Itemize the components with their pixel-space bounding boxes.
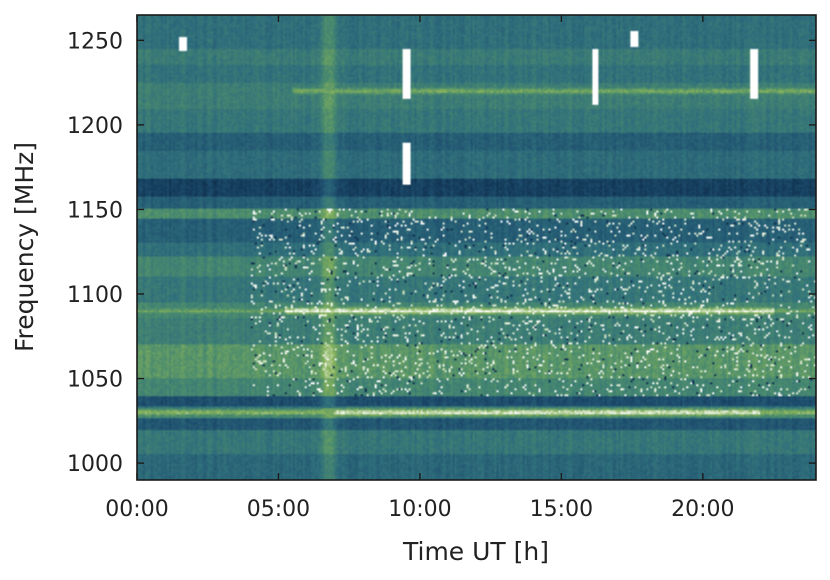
y-tick-label: 1000 xyxy=(67,452,123,477)
y-tick-label: 1200 xyxy=(67,114,123,139)
y-axis: 1000 1050 1100 1150 1200 1250 xyxy=(67,29,816,477)
y-tick-label: 1150 xyxy=(67,198,123,223)
heatmap-layer xyxy=(137,15,816,480)
x-tick-label: 20:00 xyxy=(671,497,734,522)
y-tick-label: 1250 xyxy=(67,29,123,54)
plot-frame xyxy=(136,14,817,481)
x-tick-label: 05:00 xyxy=(247,497,310,522)
x-tick-label: 15:00 xyxy=(530,497,593,522)
x-axis-title: Time UT [h] xyxy=(402,537,549,566)
x-tick-label: 00:00 xyxy=(105,497,168,522)
y-axis-title: Frequency [MHz] xyxy=(10,142,39,352)
y-tick-label: 1050 xyxy=(67,368,123,393)
x-tick-label: 10:00 xyxy=(388,497,451,522)
spectrogram-heatmap xyxy=(137,15,816,480)
y-tick-label: 1100 xyxy=(67,283,123,308)
x-axis: 00:00 05:00 10:00 15:00 20:00 xyxy=(105,15,735,522)
